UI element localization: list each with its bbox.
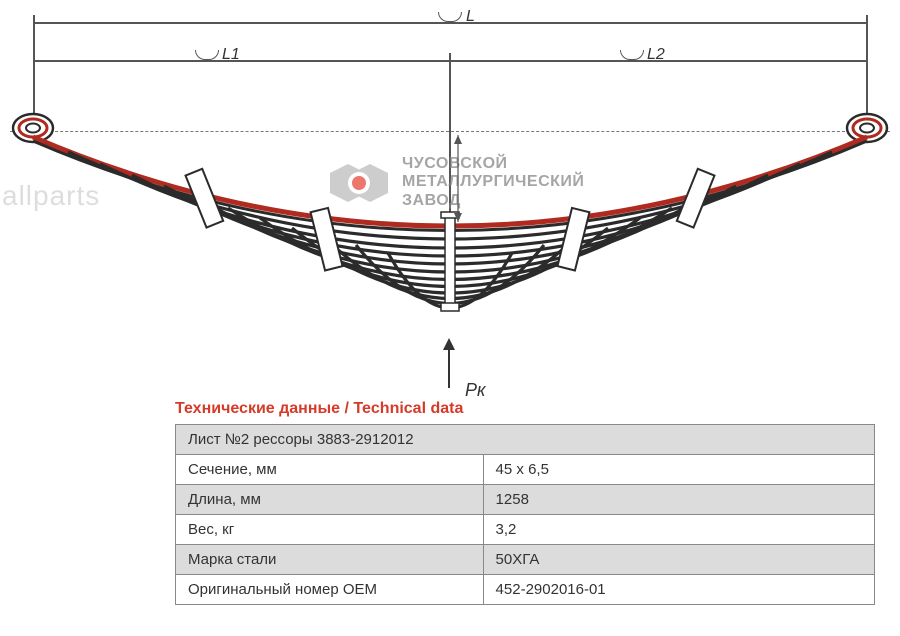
vert-dim-arrow-top	[454, 135, 462, 144]
table-header: Лист №2 рессоры 3883-2912012	[176, 425, 875, 455]
table-row: Оригинальный номер OEM 452-2902016-01	[176, 575, 875, 605]
center-bolt-nut	[441, 303, 459, 311]
table-header-row: Лист №2 рессоры 3883-2912012	[176, 425, 875, 455]
spec-label: Оригинальный номер OEM	[176, 575, 484, 605]
specs-table: Лист №2 рессоры 3883-2912012 Сечение, мм…	[175, 424, 875, 605]
spec-value: 50ХГА	[483, 545, 874, 575]
spec-label: Вес, кг	[176, 515, 484, 545]
table-row: Сечение, мм 45 x 6,5	[176, 455, 875, 485]
technical-data-section: Технические данные / Technical data Лист…	[175, 400, 875, 605]
spec-label: Длина, мм	[176, 485, 484, 515]
spec-label: Сечение, мм	[176, 455, 484, 485]
pk-label: Pк	[465, 380, 486, 401]
spec-label: Марка стали	[176, 545, 484, 575]
spec-value: 3,2	[483, 515, 874, 545]
table-row: Длина, мм 1258	[176, 485, 875, 515]
table-row: Марка стали 50ХГА	[176, 545, 875, 575]
spec-value: 1258	[483, 485, 874, 515]
table-title: Технические данные / Technical data	[175, 400, 875, 418]
spec-value: 45 x 6,5	[483, 455, 874, 485]
table-row: Вес, кг 3,2	[176, 515, 875, 545]
spring-diagram: L L1 L2 allparts ЧУСОВСКОЙ МЕТАЛЛУРГИЧЕС…	[0, 0, 900, 400]
spec-value: 452-2902016-01	[483, 575, 874, 605]
center-bolt	[445, 215, 455, 305]
load-arrow	[448, 340, 450, 388]
